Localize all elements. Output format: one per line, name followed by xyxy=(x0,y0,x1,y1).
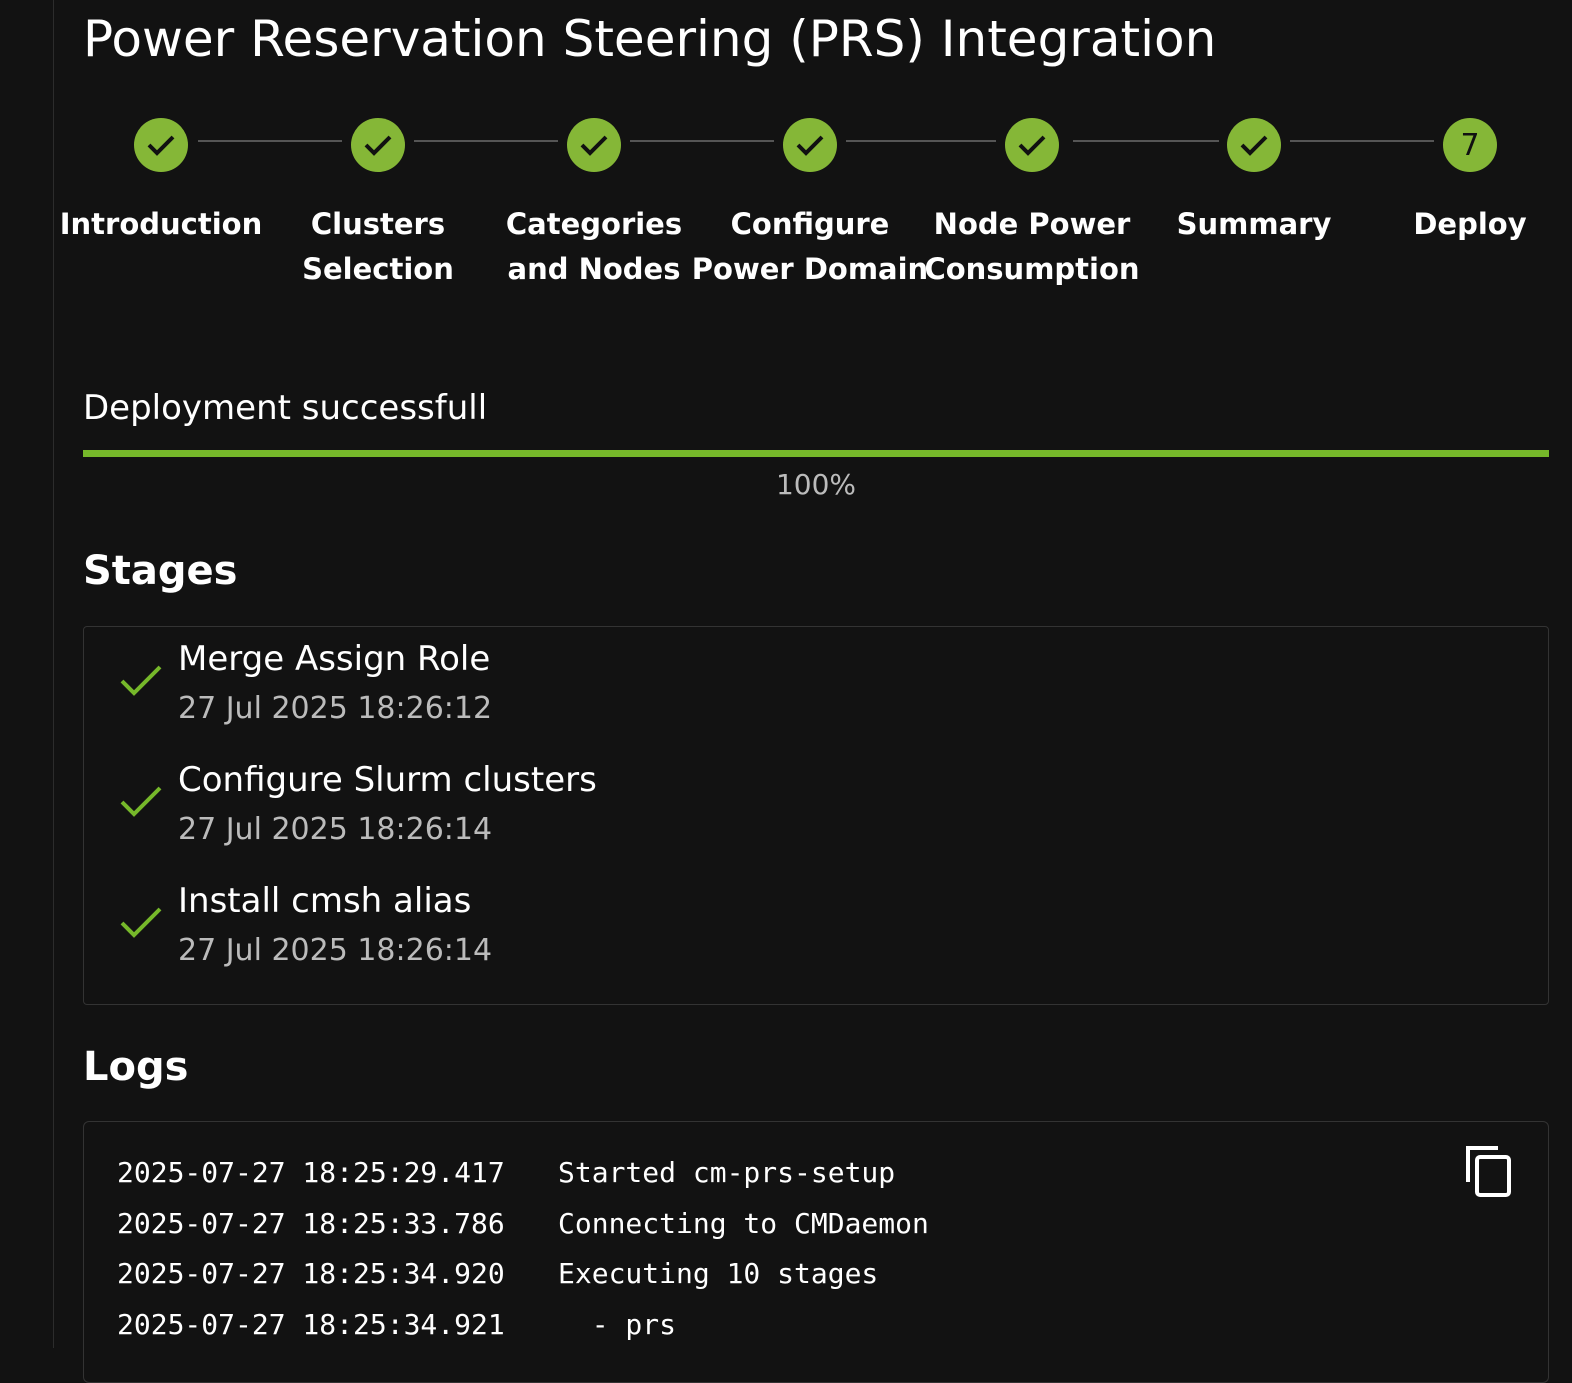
check-icon xyxy=(120,665,162,696)
step-check-icon xyxy=(567,118,621,172)
stage-title: Configure Slurm clusters xyxy=(178,760,597,800)
stage-title: Install cmsh alias xyxy=(178,881,472,921)
stage-date: 27 Jul 2025 18:26:12 xyxy=(178,691,493,726)
step-label: Configure Power Domain xyxy=(691,207,929,286)
step-label: Introduction xyxy=(59,207,263,241)
log-message: Connecting to CMDaemon xyxy=(558,1206,929,1240)
stage-title: Merge Assign Role xyxy=(178,639,491,679)
step-check-icon xyxy=(134,118,188,172)
step-check-icon xyxy=(1227,118,1281,172)
stages-list: Merge Assign Role 27 Jul 2025 18:26:12 Con… xyxy=(83,626,1549,1005)
log-timestamp: 2025-07-27 18:25:33.786 xyxy=(117,1206,505,1240)
step-label: Clusters Selection xyxy=(302,207,454,286)
stage-date: 27 Jul 2025 18:26:14 xyxy=(178,812,493,847)
logs-panel: 2025-07-27 18:25:29.417 Started cm-prs-se… xyxy=(83,1121,1549,1383)
check-icon xyxy=(120,786,162,817)
logs-heading: Logs xyxy=(83,1044,189,1090)
step-clusters-selection[interactable]: Clusters Selection xyxy=(258,118,498,292)
step-connector xyxy=(1290,140,1434,142)
step-label: Node Power Consumption xyxy=(924,207,1140,286)
log-line: 2025-07-27 18:25:33.786 Connecting to CMD… xyxy=(117,1206,929,1240)
log-timestamp: 2025-07-27 18:25:29.417 xyxy=(117,1156,505,1189)
step-check-icon xyxy=(1005,118,1059,172)
wizard-stepper: Introduction Clusters Selection Categories… xyxy=(0,0,1572,340)
log-message: Executing 10 stages xyxy=(558,1257,879,1290)
copy-icon[interactable] xyxy=(1466,1146,1514,1202)
step-connector xyxy=(1073,140,1219,142)
page-title: Power Reservation Steering (PRS) Integra… xyxy=(83,10,1217,68)
log-line: 2025-07-27 18:25:29.417 Started cm-prs-se… xyxy=(117,1156,895,1189)
progress-bar xyxy=(83,450,1549,457)
log-line: 2025-07-27 18:25:34.920 Executing 10 stag… xyxy=(117,1257,878,1290)
step-connector xyxy=(846,140,996,142)
step-check-icon xyxy=(351,118,405,172)
stage-date: 27 Jul 2025 18:26:14 xyxy=(178,933,493,968)
step-node-power-consumption[interactable]: Node Power Consumption xyxy=(912,118,1152,292)
step-label: Categories and Nodes xyxy=(505,207,683,286)
step-deploy[interactable]: 7 Deploy xyxy=(1350,118,1572,247)
step-connector xyxy=(198,140,342,142)
step-connector xyxy=(630,140,774,142)
log-line: 2025-07-27 18:25:34.921 - prs xyxy=(117,1307,676,1341)
step-configure-power-domain[interactable]: Configure Power Domain xyxy=(690,118,930,292)
step-categories-and-nodes[interactable]: Categories and Nodes xyxy=(474,118,714,292)
sidebar xyxy=(0,0,54,1348)
log-timestamp: 2025-07-27 18:25:34.921 xyxy=(117,1307,505,1341)
step-check-icon xyxy=(783,118,837,172)
step-label: Summary xyxy=(1176,207,1332,241)
step-introduction[interactable]: Introduction xyxy=(41,118,281,247)
step-label: Deploy xyxy=(1413,207,1527,241)
step-number: 7 xyxy=(1443,118,1497,172)
stages-heading: Stages xyxy=(83,548,238,594)
log-message: - prs xyxy=(558,1307,677,1341)
progress-label: 100% xyxy=(775,468,857,501)
log-message: Started cm-prs-setup xyxy=(558,1156,896,1189)
deployment-status: Deployment successfull xyxy=(83,388,488,428)
check-icon xyxy=(120,907,162,938)
log-timestamp: 2025-07-27 18:25:34.920 xyxy=(117,1257,505,1290)
progress-bar-fill xyxy=(83,450,1549,457)
step-summary[interactable]: Summary xyxy=(1134,118,1374,247)
step-connector xyxy=(414,140,558,142)
